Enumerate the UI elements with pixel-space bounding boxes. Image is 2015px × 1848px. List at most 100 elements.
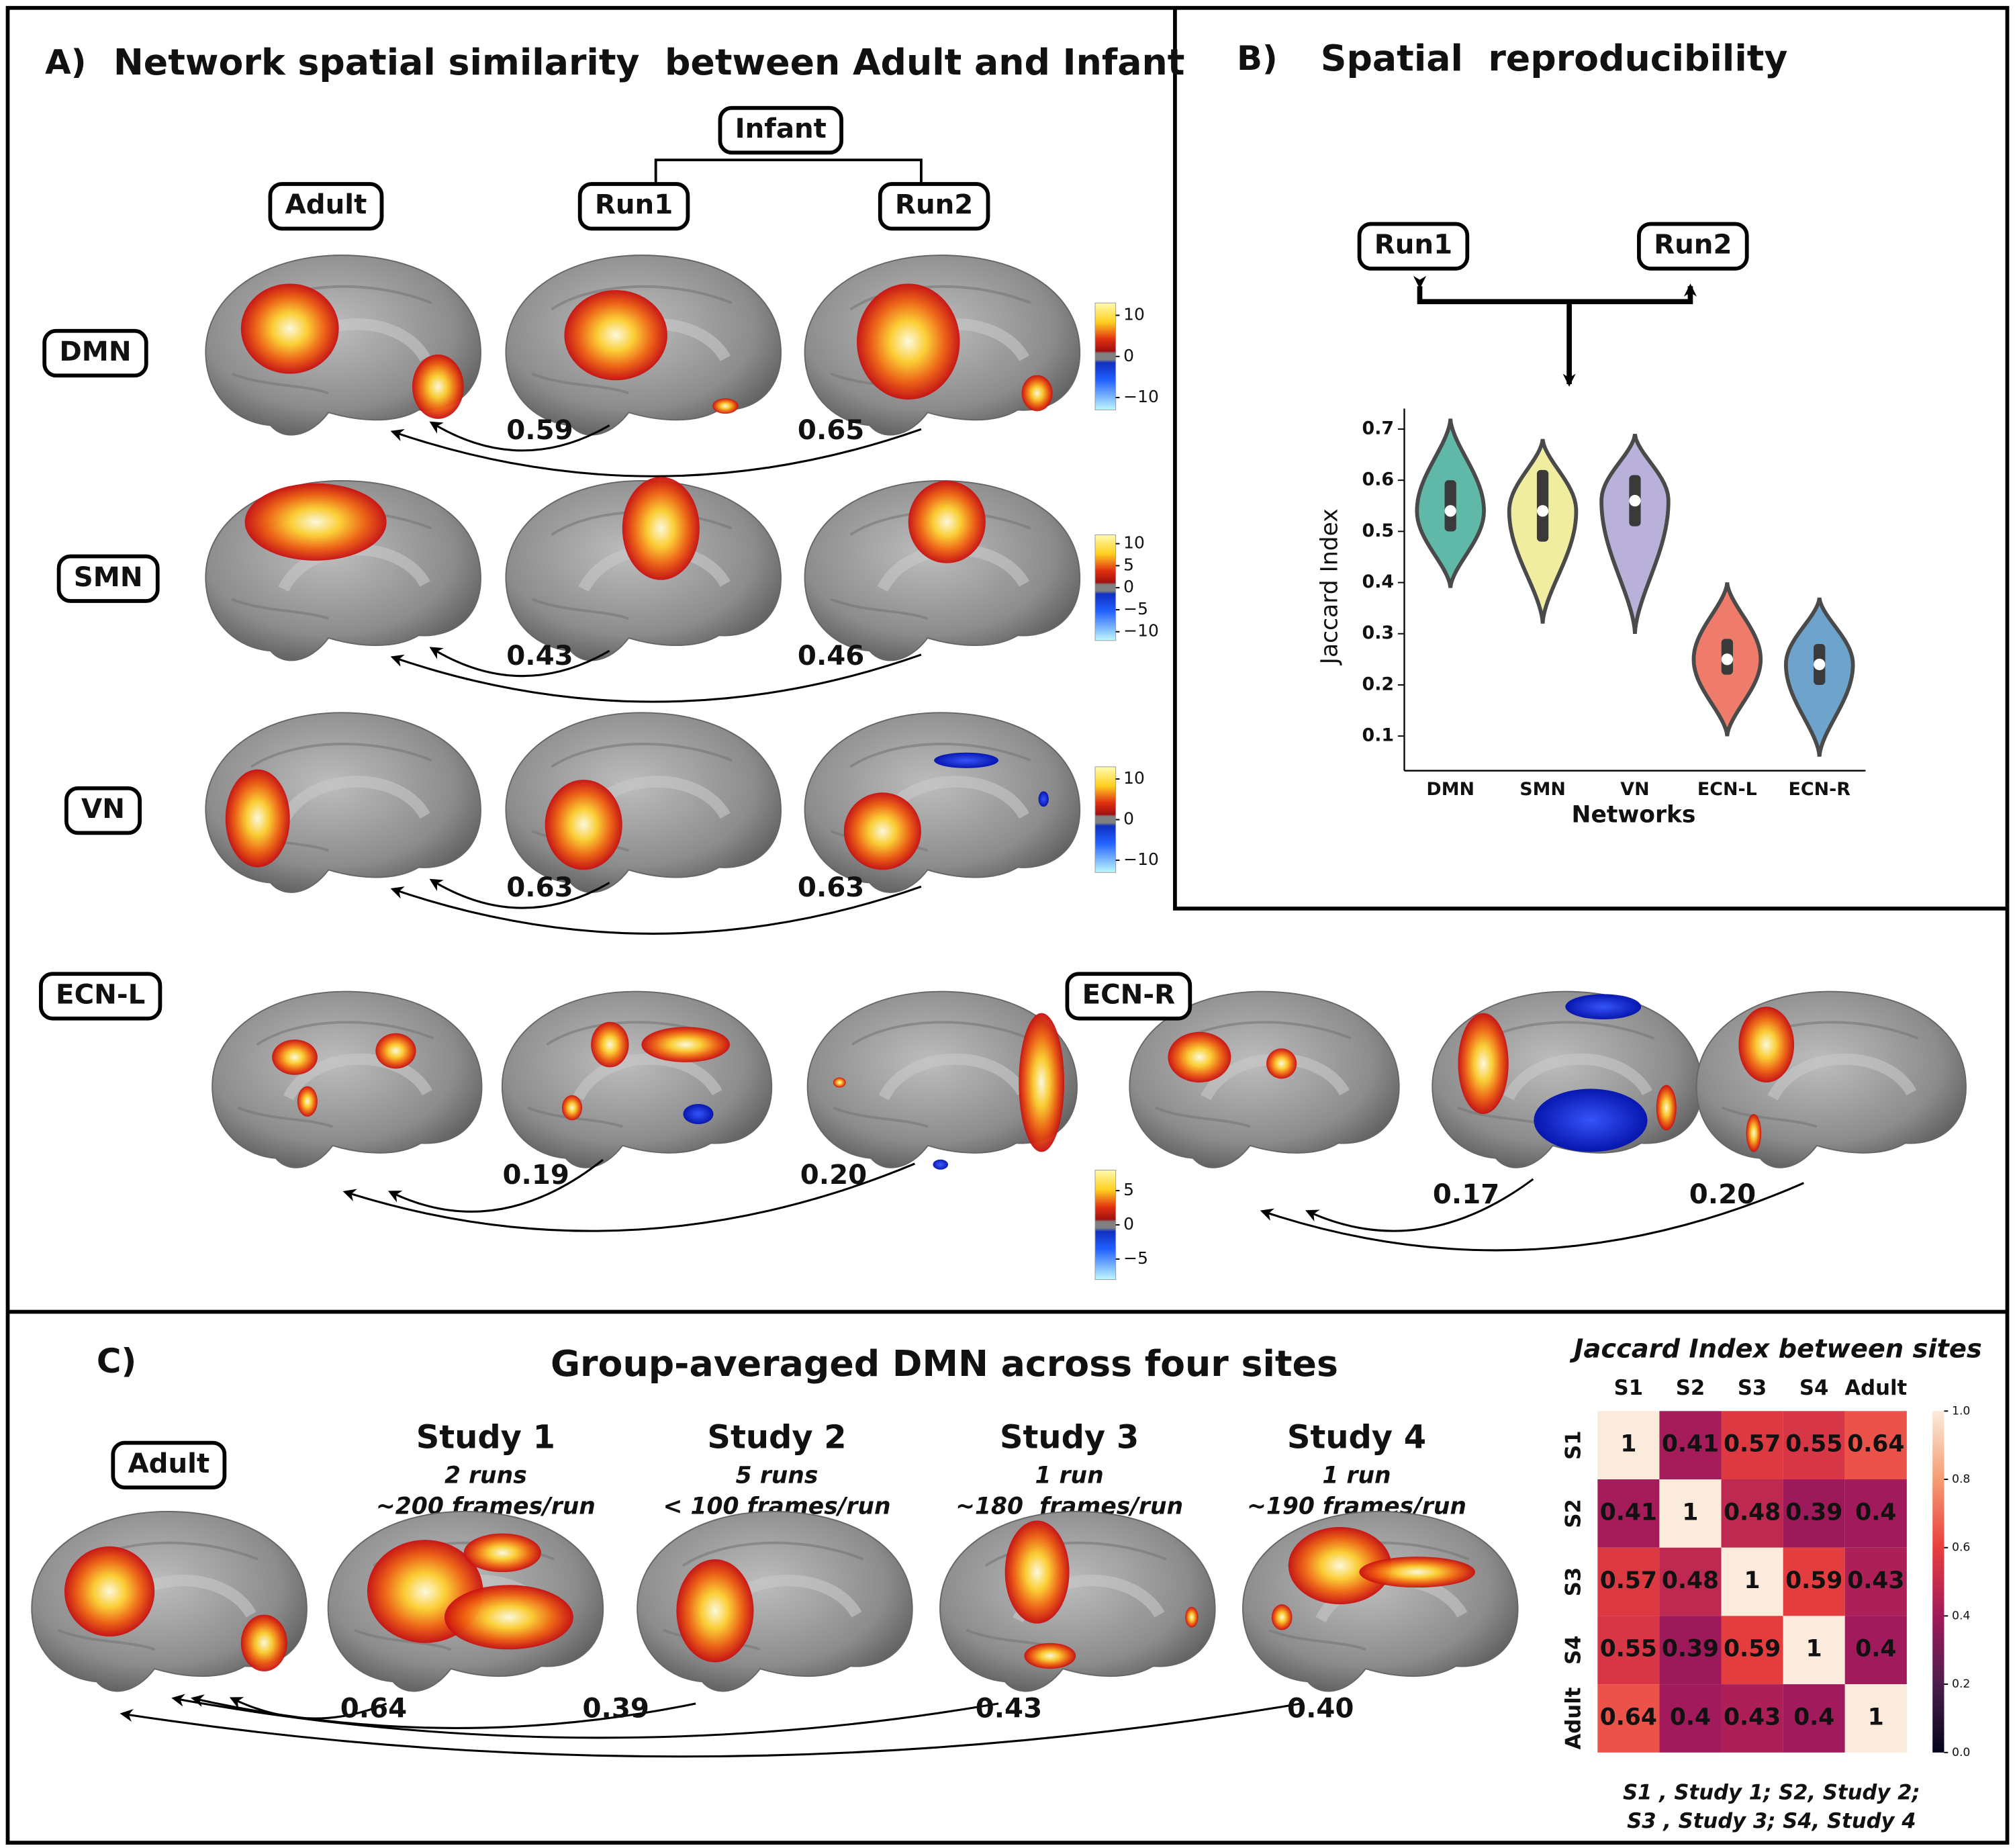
- activation-positive: [622, 477, 700, 580]
- x-tick-label: ECN-L: [1697, 779, 1757, 800]
- activation-positive: [1019, 1013, 1065, 1152]
- panel-title: Spatial reproducibility: [1321, 37, 1788, 79]
- similarity-arrow: [387, 1158, 604, 1213]
- brain: [1242, 1511, 1519, 1692]
- similarity-arrow: [429, 421, 610, 452]
- cell-value: 0.43: [1724, 1704, 1781, 1730]
- column-label-box: [577, 182, 690, 231]
- cell-value: 0.57: [1600, 1567, 1657, 1594]
- heatmap-title: Jaccard Index between sites: [1569, 1334, 1982, 1365]
- activation-positive: [1288, 1526, 1392, 1605]
- colorbar-tick-label: 0: [1123, 577, 1134, 596]
- activation-positive: [1021, 375, 1053, 412]
- similarity-value: 0.64: [340, 1692, 407, 1724]
- y-tick-label: S4: [1562, 1636, 1585, 1665]
- heatmap-cell: [1597, 1479, 1660, 1548]
- cell-value: 0.4: [1855, 1499, 1896, 1526]
- cell-value: 0.64: [1600, 1704, 1657, 1730]
- heatmap-cell: [1721, 1616, 1783, 1685]
- activation-positive: [297, 1086, 318, 1117]
- similarity-arrow: [120, 1702, 1302, 1758]
- brain-surface: [212, 990, 483, 1168]
- x-tick-label: S3: [1738, 1377, 1767, 1400]
- brain-surface: [505, 712, 782, 893]
- brain: [205, 255, 481, 436]
- footnote: S3 , Study 3; S4, Study 4: [1627, 1810, 1916, 1833]
- colorbar-tick-label: −10: [1123, 849, 1159, 869]
- colorbar-tick-label: −5: [1123, 599, 1148, 618]
- cell-value: 0.55: [1785, 1431, 1842, 1458]
- heatmap-cell: [1844, 1684, 1907, 1753]
- brain-surface: [1242, 1511, 1519, 1692]
- brain-callosum: [1767, 1053, 1917, 1101]
- heatmap-cell: [1659, 1616, 1722, 1685]
- cell-value: 0.39: [1662, 1636, 1719, 1663]
- activation-positive: [1359, 1557, 1476, 1588]
- y-tick-label: 0.6: [1362, 469, 1395, 490]
- activation-positive: [444, 1585, 573, 1650]
- y-tick-label: 0.5: [1362, 520, 1395, 541]
- brain: [804, 712, 1080, 893]
- brain: [804, 479, 1080, 661]
- activation-positive: [561, 1095, 582, 1121]
- activation-positive: [1738, 1007, 1795, 1083]
- colorbar-tick-label: 10: [1123, 768, 1145, 788]
- similarity-arrow: [390, 885, 922, 935]
- violin-median: [1629, 494, 1641, 507]
- similarity-value: 0.20: [1689, 1179, 1756, 1210]
- network-label-box: [1065, 972, 1192, 1021]
- column-label-box: [268, 182, 384, 231]
- cell-value: 0.41: [1662, 1431, 1719, 1458]
- cell-value: 0.48: [1724, 1499, 1781, 1526]
- activation-negative: [934, 752, 999, 768]
- heatmap-cell: [1597, 1684, 1660, 1753]
- cell-value: 0.4: [1670, 1704, 1711, 1730]
- similarity-value: 0.59: [506, 414, 573, 446]
- violin-body: [1599, 433, 1671, 634]
- activation-positive: [412, 354, 464, 419]
- study-name: Study 1: [416, 1419, 555, 1457]
- x-tick-label: S2: [1676, 1377, 1705, 1400]
- cell-value: 1: [1744, 1567, 1761, 1594]
- heatmap-cell: [1659, 1684, 1722, 1753]
- cell-value: 0.39: [1785, 1499, 1842, 1526]
- brain: [327, 1511, 604, 1692]
- activation-positive: [272, 1040, 318, 1075]
- similarity-arrow: [429, 647, 610, 678]
- activation-positive: [857, 283, 960, 400]
- column-label: Run2: [895, 189, 973, 220]
- network-label: ECN-L: [56, 978, 145, 1010]
- activation-negative: [1534, 1089, 1648, 1152]
- x-tick-label: DMN: [1426, 779, 1474, 800]
- activation-positive: [591, 1021, 629, 1068]
- brain-sulcus: [833, 1021, 1030, 1128]
- column-label: Run1: [595, 189, 673, 220]
- x-tick-label: S4: [1799, 1377, 1828, 1400]
- column-label: Adult: [285, 189, 367, 220]
- similarity-value: 0.63: [798, 872, 864, 903]
- heatmap-cell: [1721, 1411, 1783, 1480]
- heatmap-cell: [1783, 1684, 1845, 1753]
- brain: [505, 255, 782, 436]
- column-label-box: [878, 182, 990, 231]
- similarity-value: 0.19: [503, 1159, 569, 1191]
- activation-positive: [240, 1614, 287, 1671]
- brain: [637, 1511, 913, 1692]
- cell-value: 0.48: [1662, 1567, 1719, 1594]
- activation-positive: [833, 1077, 846, 1088]
- cell-value: 0.64: [1847, 1431, 1904, 1458]
- similarity-arrow: [1305, 1178, 1534, 1232]
- outer-border: [5, 5, 2010, 1845]
- brain-sulcus: [531, 285, 733, 395]
- activation-positive: [712, 398, 739, 414]
- similarity-value: 0.40: [1287, 1692, 1354, 1724]
- cell-value: 1: [1620, 1431, 1636, 1458]
- brain-surface: [1695, 990, 1967, 1168]
- activation-positive: [545, 780, 622, 870]
- brain: [205, 712, 481, 893]
- similarity-arrow: [390, 653, 922, 703]
- brain: [804, 255, 1080, 436]
- network-label-box: [42, 328, 148, 378]
